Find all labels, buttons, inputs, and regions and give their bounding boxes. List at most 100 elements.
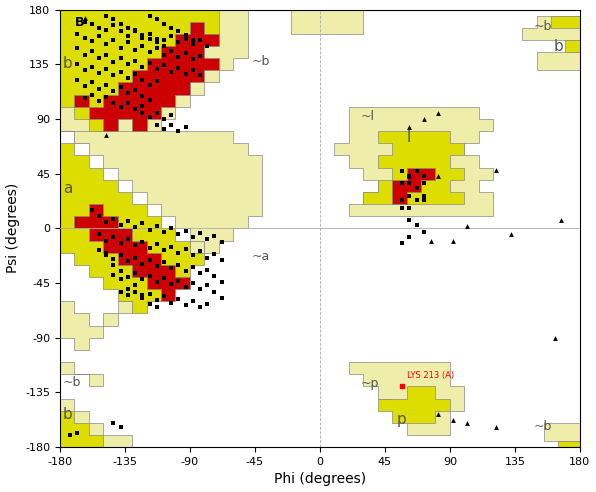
Point <box>131 270 140 277</box>
Point <box>101 131 111 139</box>
Point <box>152 262 162 270</box>
Polygon shape <box>566 40 580 52</box>
Point <box>433 172 443 180</box>
Point <box>188 56 198 63</box>
Point <box>80 18 89 26</box>
Text: ~b: ~b <box>63 376 81 389</box>
Bar <box>558 441 580 447</box>
Point <box>138 276 147 283</box>
Point <box>166 32 176 40</box>
Point <box>398 180 407 187</box>
Point <box>166 47 176 55</box>
Text: ~l: ~l <box>361 110 374 123</box>
Point <box>94 24 104 31</box>
Point <box>108 58 118 66</box>
Text: ~a: ~a <box>252 250 271 263</box>
Point <box>145 81 154 89</box>
Point <box>462 419 472 427</box>
Polygon shape <box>60 143 204 313</box>
Point <box>145 48 154 56</box>
Point <box>138 102 147 110</box>
Point <box>123 74 132 82</box>
Point <box>152 65 162 73</box>
Point <box>405 172 414 180</box>
Point <box>87 47 97 55</box>
Polygon shape <box>60 362 103 386</box>
Point <box>173 38 183 46</box>
Point <box>159 36 169 44</box>
Point <box>116 28 125 35</box>
Point <box>138 238 147 246</box>
Point <box>87 37 97 45</box>
Point <box>108 15 118 23</box>
Point <box>173 249 183 257</box>
Text: b: b <box>63 407 73 422</box>
Point <box>419 228 429 236</box>
Point <box>145 256 154 264</box>
Point <box>116 267 125 275</box>
Point <box>123 32 132 40</box>
Point <box>138 76 147 84</box>
Point <box>159 293 169 301</box>
Point <box>101 237 111 245</box>
Point <box>131 281 140 289</box>
Point <box>131 223 140 231</box>
Polygon shape <box>60 399 132 447</box>
Point <box>195 36 205 44</box>
Point <box>101 12 111 20</box>
Point <box>116 423 125 430</box>
Point <box>138 63 147 71</box>
Point <box>217 238 226 246</box>
Point <box>87 206 97 214</box>
Point <box>108 419 118 427</box>
Point <box>166 299 176 307</box>
Point <box>101 251 111 259</box>
Point <box>159 62 169 69</box>
Text: B: B <box>74 16 84 30</box>
Point <box>94 212 104 220</box>
Point <box>73 44 82 52</box>
Point <box>145 95 154 103</box>
Point <box>210 232 219 240</box>
Point <box>131 57 140 64</box>
Point <box>108 99 118 107</box>
Point <box>123 24 132 31</box>
Point <box>152 240 162 248</box>
Point <box>173 277 183 284</box>
Point <box>203 253 212 261</box>
Point <box>166 24 176 31</box>
Text: b: b <box>554 38 564 54</box>
Point <box>173 231 183 239</box>
Point <box>138 109 147 117</box>
Point <box>152 121 162 129</box>
Point <box>116 67 125 75</box>
Point <box>123 38 132 46</box>
Point <box>138 260 147 268</box>
Point <box>405 216 414 224</box>
Point <box>116 54 125 62</box>
Text: ~b: ~b <box>252 55 271 68</box>
Point <box>94 85 104 92</box>
Point <box>188 40 198 48</box>
Point <box>173 28 183 35</box>
Point <box>152 15 162 23</box>
Point <box>116 276 125 283</box>
Point <box>159 125 169 133</box>
Point <box>181 301 190 309</box>
Point <box>159 20 169 28</box>
Point <box>116 20 125 28</box>
Point <box>412 196 421 204</box>
Point <box>116 44 125 52</box>
Point <box>173 127 183 135</box>
Point <box>73 30 82 38</box>
Point <box>123 90 132 97</box>
Point <box>131 105 140 113</box>
Point <box>181 267 190 275</box>
Point <box>145 272 154 280</box>
Point <box>152 296 162 304</box>
Point <box>108 87 118 95</box>
Point <box>210 250 219 258</box>
Point <box>152 35 162 43</box>
Point <box>145 300 154 308</box>
Point <box>87 79 97 87</box>
